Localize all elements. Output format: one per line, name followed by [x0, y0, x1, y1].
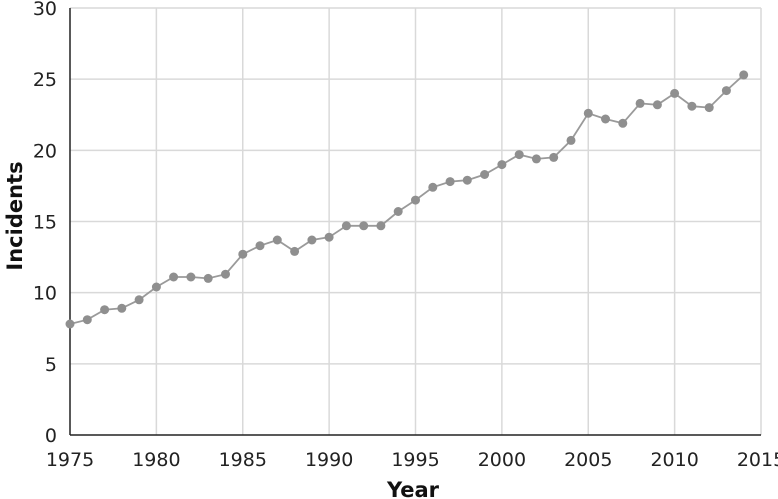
x-tick-label: 2010: [650, 449, 698, 471]
data-point: [203, 273, 213, 283]
data-point: [272, 235, 282, 245]
data-point: [82, 315, 92, 325]
x-axis-label: Year: [386, 478, 440, 499]
axes: [69, 8, 761, 436]
data-point: [739, 70, 749, 80]
y-tick-label: 20: [33, 140, 57, 162]
data-point: [601, 114, 610, 124]
series-line: [69, 74, 745, 325]
data-point: [549, 152, 559, 162]
data-point: [255, 241, 265, 251]
data-point: [531, 154, 541, 164]
data-point: [670, 88, 680, 98]
data-series: [65, 70, 749, 329]
data-point: [290, 246, 300, 256]
x-tick-label: 1975: [46, 449, 94, 471]
data-point: [428, 182, 438, 192]
data-point: [583, 108, 593, 118]
data-point: [238, 249, 248, 259]
x-tick-label: 1985: [219, 449, 267, 471]
y-tick-label: 25: [33, 69, 57, 91]
data-point: [462, 175, 472, 185]
data-point: [497, 160, 507, 170]
x-tick-label: 1990: [305, 449, 353, 471]
data-point: [411, 195, 420, 205]
data-point: [704, 103, 714, 113]
data-point: [324, 232, 334, 242]
data-point: [635, 98, 645, 108]
x-tick-label: 2015: [737, 449, 778, 471]
y-tick-label: 30: [33, 0, 57, 20]
data-point: [341, 221, 351, 231]
data-point: [566, 135, 576, 145]
data-point: [652, 100, 662, 110]
x-tick-label: 2005: [564, 449, 612, 471]
data-point: [514, 150, 524, 160]
x-tick-label: 2000: [478, 449, 526, 471]
data-point: [618, 118, 628, 128]
data-point: [393, 207, 403, 216]
y-axis-label: Incidents: [3, 161, 27, 270]
y-tick-label: 5: [45, 354, 57, 376]
y-tick-label: 15: [33, 212, 57, 234]
data-point: [221, 269, 230, 279]
y-tick-label: 10: [33, 283, 57, 305]
data-point: [134, 295, 144, 305]
x-tick-label: 1980: [132, 449, 180, 471]
data-point: [721, 86, 731, 96]
data-point: [687, 101, 697, 111]
x-tick-label: 1995: [391, 449, 439, 471]
grid: [70, 7, 762, 435]
data-point: [117, 303, 127, 313]
data-point: [480, 170, 490, 179]
data-point: [376, 221, 386, 231]
y-tick-label: 0: [45, 425, 57, 447]
data-point: [151, 282, 161, 292]
data-point: [186, 272, 196, 282]
data-point: [169, 272, 179, 282]
data-point: [65, 319, 75, 329]
data-point: [100, 305, 110, 315]
data-point: [359, 221, 369, 231]
tick-labels: 1975198019851990199520002005201020150510…: [33, 0, 778, 471]
data-point: [307, 235, 317, 245]
data-point: [445, 177, 455, 187]
